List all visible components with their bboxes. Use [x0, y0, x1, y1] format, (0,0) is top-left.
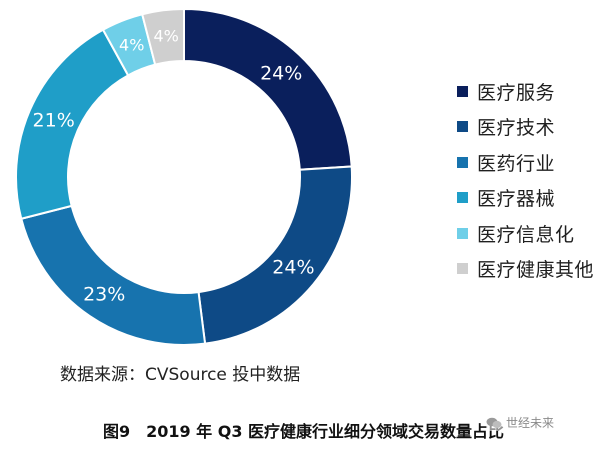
- wechat-icon: [486, 417, 502, 428]
- watermark: 世经未来: [486, 414, 555, 431]
- legend-swatch: [457, 121, 468, 133]
- donut-slice-5: [141, 7, 185, 66]
- legend-item-0: 医疗服务: [457, 80, 594, 104]
- legend-item-3: 医疗器械: [457, 187, 594, 211]
- legend-swatch: [457, 227, 468, 239]
- slice-value-label-4: 4%: [119, 35, 144, 54]
- figure-caption: 图9 2019 年 Q3 医疗健康行业细分领域交易数量占比: [102, 422, 505, 441]
- legend-label: 医疗器械: [477, 188, 556, 211]
- legend-swatch: [457, 263, 468, 275]
- legend-item-5: 医疗健康其他: [457, 258, 595, 282]
- data-source-note: 数据来源：CVSource 投中数据: [60, 365, 301, 385]
- legend-item-1: 医疗技术: [457, 116, 594, 140]
- slice-value-label-1: 24%: [272, 257, 314, 279]
- legend-swatch: [457, 192, 468, 204]
- donut-slice-0: [183, 7, 353, 171]
- legend-label: 医药行业: [477, 152, 556, 175]
- donut-slice-2: [20, 204, 207, 346]
- legend-label: 医疗信息化: [477, 223, 575, 246]
- chart-legend: 医疗服务 医疗技术 医药行业 医疗器械 医疗信息化 医疗健康其他: [457, 80, 594, 294]
- legend-swatch: [457, 85, 468, 97]
- watermark-text: 世经未来: [506, 416, 555, 430]
- legend-label: 医疗健康其他: [477, 259, 595, 282]
- donut-slice-1: [197, 165, 353, 345]
- slice-value-label-5: 4%: [154, 27, 179, 46]
- slice-value-label-0: 24%: [260, 62, 302, 84]
- legend-item-2: 医药行业: [457, 151, 594, 175]
- legend-item-4: 医疗信息化: [457, 222, 594, 246]
- legend-label: 医疗技术: [477, 117, 556, 140]
- legend-label: 医疗服务: [477, 81, 556, 104]
- slice-value-label-2: 23%: [83, 283, 125, 305]
- slice-value-label-3: 21%: [33, 110, 75, 132]
- legend-swatch: [457, 156, 468, 168]
